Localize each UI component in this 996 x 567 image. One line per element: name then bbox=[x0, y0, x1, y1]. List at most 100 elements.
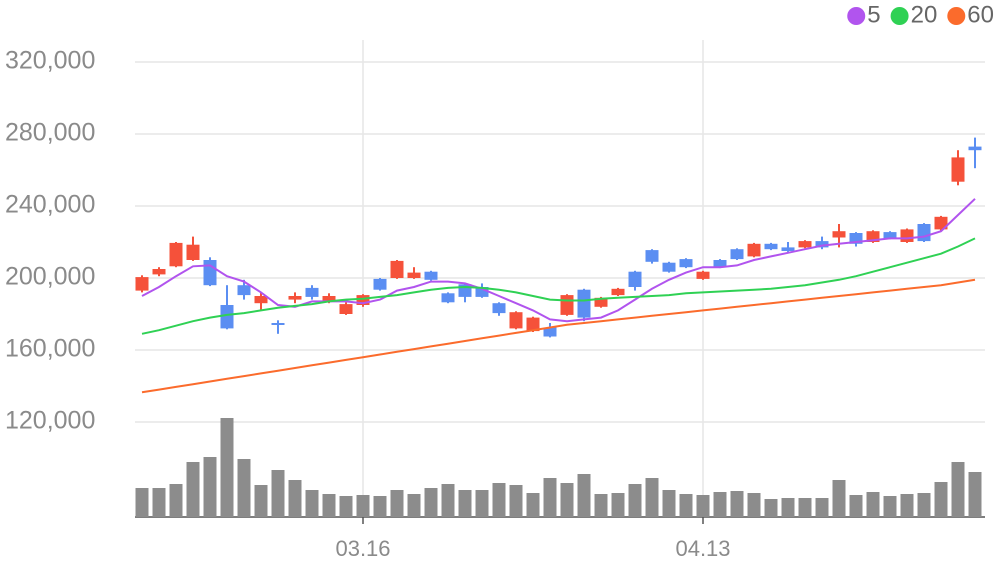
candle-body bbox=[373, 278, 387, 290]
volume-bar bbox=[492, 483, 506, 517]
candle-body bbox=[951, 157, 965, 182]
x-tick-label: 04.13 bbox=[675, 536, 730, 561]
candle-body bbox=[543, 327, 557, 337]
candle-body bbox=[611, 288, 625, 296]
volume-bar bbox=[883, 496, 897, 517]
candle-body bbox=[271, 323, 285, 325]
volume-bar bbox=[169, 484, 183, 517]
candle-body bbox=[339, 304, 353, 314]
legend-marker bbox=[847, 7, 866, 25]
volume-bar bbox=[917, 493, 931, 517]
candle-body bbox=[560, 295, 574, 315]
volume-bar bbox=[696, 495, 710, 517]
volume-bar bbox=[356, 495, 370, 517]
y-tick-label: 320,000 bbox=[5, 47, 95, 75]
candle-body bbox=[441, 293, 455, 303]
volume-bar bbox=[543, 478, 557, 517]
candle-body bbox=[407, 272, 421, 278]
x-tick-label: 03.16 bbox=[335, 536, 390, 561]
candle-body bbox=[594, 297, 608, 307]
volume-bar bbox=[186, 462, 200, 517]
volume-bar bbox=[271, 470, 285, 517]
y-tick-label: 200,000 bbox=[5, 263, 95, 291]
candle-body bbox=[696, 271, 710, 279]
volume-bar bbox=[679, 494, 693, 517]
volume-bar bbox=[424, 488, 438, 517]
volume-bar bbox=[764, 499, 778, 517]
candle-body bbox=[254, 296, 268, 304]
candle-body bbox=[968, 146, 982, 151]
candle-body bbox=[798, 241, 812, 248]
volume-bar bbox=[509, 485, 523, 517]
volume-bar bbox=[475, 490, 489, 517]
volume-bar bbox=[747, 493, 761, 517]
candle-body bbox=[849, 233, 863, 244]
candle-body bbox=[220, 305, 234, 329]
volume-bar bbox=[526, 493, 540, 517]
volume-bar bbox=[713, 492, 727, 517]
candle-body bbox=[492, 303, 506, 314]
volume-bar bbox=[441, 484, 455, 517]
candle-body bbox=[917, 224, 931, 242]
candle-body bbox=[390, 260, 404, 278]
candle-body bbox=[832, 231, 846, 238]
volume-bar bbox=[407, 494, 421, 517]
volume-bar bbox=[203, 457, 217, 517]
volume-bar bbox=[645, 478, 659, 517]
candle-body bbox=[424, 271, 438, 280]
volume-bar bbox=[577, 474, 591, 517]
ma-line bbox=[141, 237, 976, 335]
volume-bar bbox=[832, 480, 846, 517]
legend-marker bbox=[947, 7, 966, 25]
volume-bar bbox=[730, 491, 744, 517]
volume-bar bbox=[458, 490, 472, 517]
ma-line bbox=[141, 278, 976, 394]
candle-body bbox=[764, 243, 778, 250]
volume-bar bbox=[849, 495, 863, 517]
volume-bar bbox=[237, 459, 251, 517]
volume-bar bbox=[594, 494, 608, 517]
candle-body bbox=[237, 285, 251, 296]
candle-body bbox=[577, 289, 591, 318]
legend-label: 60 bbox=[967, 1, 994, 28]
volume-bar bbox=[798, 498, 812, 517]
volume-bar bbox=[968, 472, 982, 517]
volume-bar bbox=[339, 496, 353, 517]
candle-body bbox=[747, 243, 761, 257]
volume-bar bbox=[662, 490, 676, 517]
volume-bar bbox=[220, 418, 234, 517]
candle-body bbox=[509, 312, 523, 329]
volume-bar bbox=[934, 482, 948, 517]
candle-body bbox=[152, 269, 166, 275]
candle-body bbox=[713, 260, 727, 268]
legend-label: 5 bbox=[867, 1, 880, 28]
candle-body bbox=[203, 260, 217, 286]
volume-bar bbox=[781, 498, 795, 517]
volume-bar bbox=[322, 494, 336, 517]
candle-body bbox=[934, 216, 948, 230]
volume-bar bbox=[815, 498, 829, 517]
candle-body bbox=[645, 250, 659, 262]
legend-marker bbox=[890, 7, 909, 25]
volume-bar bbox=[611, 493, 625, 517]
candle-body bbox=[356, 295, 370, 305]
legend-label: 20 bbox=[911, 1, 938, 28]
candle-body bbox=[815, 241, 829, 248]
ma-line bbox=[141, 198, 976, 323]
candle-body bbox=[169, 242, 183, 267]
candle-body bbox=[322, 296, 336, 301]
volume-bar bbox=[288, 480, 302, 517]
candle-body bbox=[730, 249, 744, 260]
candle-body bbox=[186, 244, 200, 260]
candle-body bbox=[781, 247, 795, 251]
candle-body bbox=[866, 231, 880, 242]
volume-bar bbox=[254, 485, 268, 517]
volume-bar bbox=[390, 490, 404, 517]
volume-bar bbox=[373, 496, 387, 517]
candle-body bbox=[900, 229, 914, 242]
volume-bar bbox=[951, 462, 965, 517]
candle-body bbox=[475, 287, 489, 297]
volume-bar bbox=[152, 488, 166, 517]
volume-bar bbox=[135, 488, 149, 517]
